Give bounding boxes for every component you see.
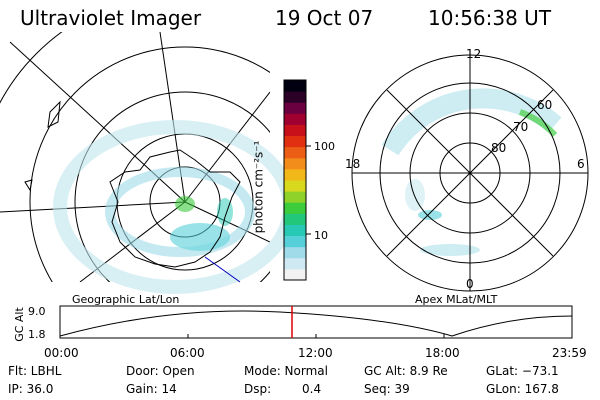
status-gc-alt: GC Alt: 8.9 Re — [364, 364, 448, 378]
colorbar-stop — [284, 168, 306, 181]
mlt-label-12: 12 — [466, 47, 482, 61]
colorbar-tick-10: 10 — [314, 229, 328, 242]
colorbar-stop — [284, 202, 306, 214]
mlt-label-6: 6 — [577, 157, 585, 171]
colorbar-stop — [284, 257, 306, 270]
timeline-axis-label: GC Alt — [12, 307, 26, 342]
timeline-xtick-1200: 12:00 — [298, 346, 333, 360]
colorbar-stop — [284, 146, 306, 159]
status-filter: Flt: LBHL — [8, 364, 62, 378]
colorbar-stop — [284, 80, 306, 92]
timeline-xtick-2359: 23:59 — [552, 346, 587, 360]
mlat-label-80: 80 — [491, 141, 507, 155]
colorbar-stop — [284, 135, 306, 148]
colorbar-stop — [284, 235, 306, 248]
mlat-label-60: 60 — [537, 98, 553, 112]
status-dsp-value: 0.4 — [302, 382, 322, 396]
apex-panel-label: Apex MLat/MLT — [415, 293, 498, 306]
altitude-timeline — [59, 305, 573, 339]
status-ip: IP: 36.0 — [8, 382, 54, 396]
colorbar-stop — [284, 124, 306, 137]
colorbar-stop — [284, 268, 306, 281]
geo-panel-label: Geographic Lat/Lon — [72, 293, 180, 306]
timeline-xtick-1800: 18:00 — [425, 346, 460, 360]
mlt-label-0: 0 — [466, 277, 474, 291]
colorbar — [283, 79, 311, 281]
observation-date: 19 Oct 07 — [275, 6, 374, 30]
status-seq: Seq: 39 — [364, 382, 410, 396]
mlt-label-18: 18 — [345, 157, 361, 171]
status-glon: GLon: 167.8 — [486, 382, 559, 396]
colorbar-tick-100: 100 — [314, 140, 335, 153]
coastline — [109, 149, 241, 268]
status-glat: GLat: −73.1 — [486, 364, 559, 378]
status-gain: Gain: 14 — [126, 382, 177, 396]
colorbar-stop — [284, 102, 306, 114]
apex-polar-plot — [351, 54, 589, 292]
geographic-map — [0, 32, 297, 294]
timeline-ytick-high: 9.0 — [28, 305, 46, 318]
status-mode: Mode: Normal — [244, 364, 328, 378]
colorbar-stop — [284, 246, 306, 259]
colorbar-stop — [284, 180, 306, 192]
timeline-xtick-0000: 00:00 — [44, 346, 79, 360]
colorbar-stop — [284, 113, 306, 125]
colorbar-stop — [284, 213, 306, 225]
status-dsp-label: Dsp: — [244, 382, 272, 396]
colorbar-stop — [284, 157, 306, 170]
colorbar-stop — [284, 91, 306, 103]
colorbar-stop — [284, 224, 306, 237]
timeline-xtick-0600: 06:00 — [170, 346, 205, 360]
observation-time: 10:56:38 UT — [428, 6, 552, 30]
status-door: Door: Open — [126, 364, 195, 378]
timeline-ytick-low: 1.8 — [28, 328, 46, 341]
instrument-title: Ultraviolet Imager — [20, 6, 202, 30]
colorbar-unit-label: photon cm⁻²s⁻¹ — [251, 140, 266, 234]
mlat-label-70: 70 — [513, 120, 529, 134]
aurora-emission-apex — [381, 88, 562, 256]
colorbar-stop — [284, 191, 306, 203]
